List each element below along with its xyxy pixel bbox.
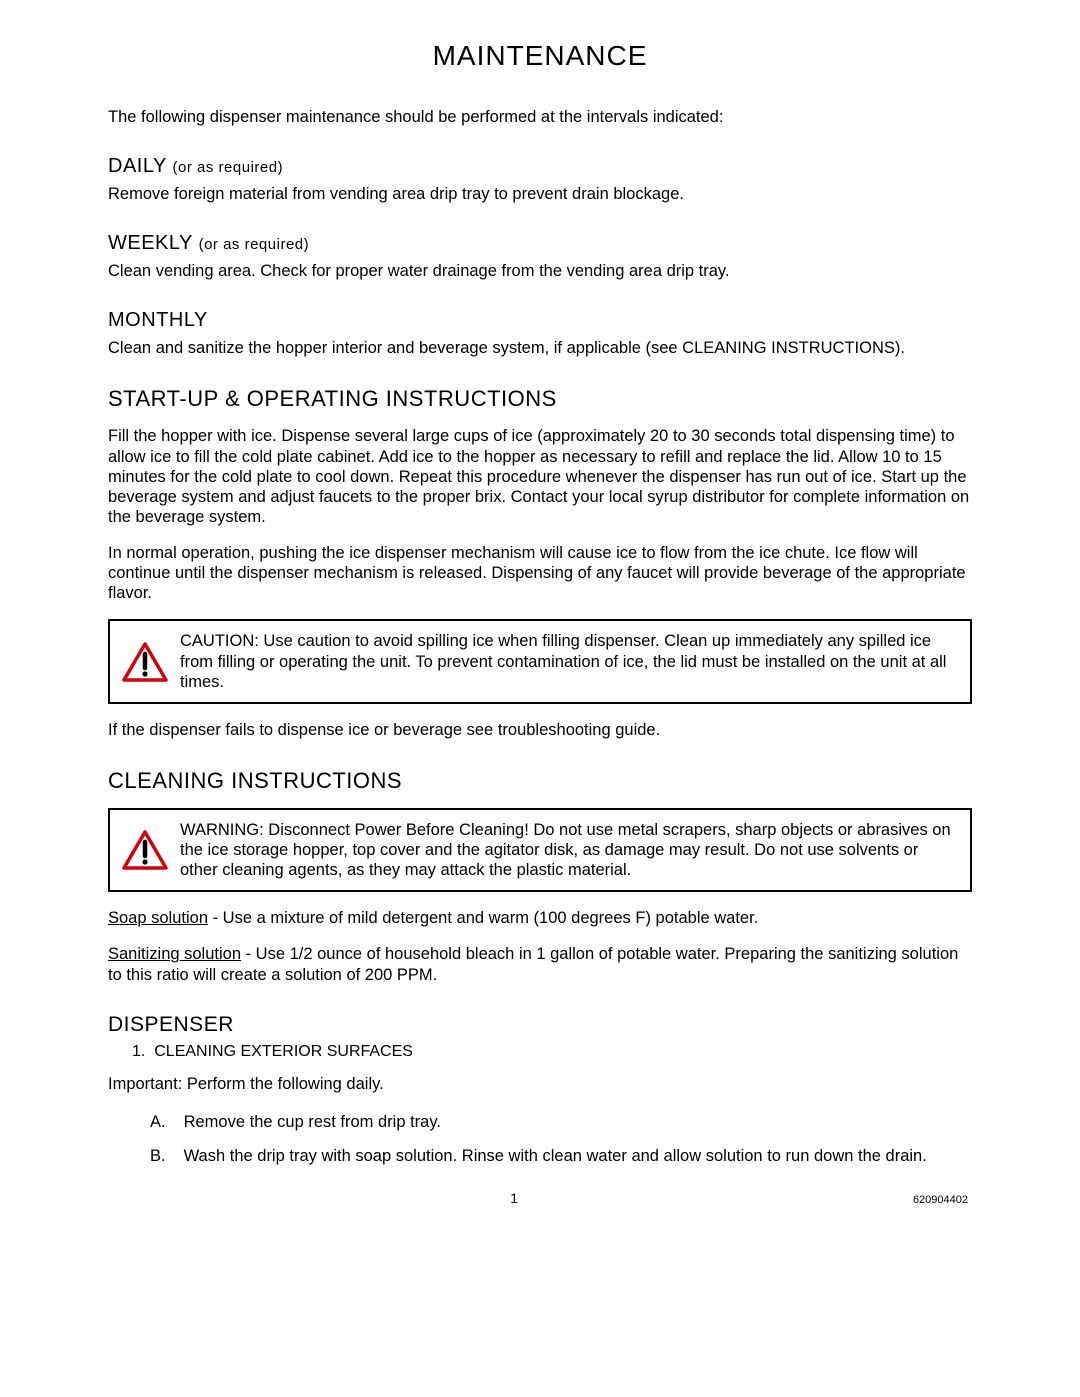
item1-number: 1. (132, 1043, 145, 1060)
weekly-heading: WEEKLY (or as required) (108, 232, 972, 255)
daily-heading: DAILY (or as required) (108, 155, 972, 178)
dispenser-item-1: 1. CLEANING EXTERIOR SURFACES (132, 1043, 972, 1061)
caution-box: CAUTION: Use caution to avoid spilling i… (108, 619, 972, 703)
sani-label: Sanitizing solution (108, 945, 241, 963)
daily-heading-text: DAILY (108, 155, 166, 177)
cleaning-heading: CLEANING INSTRUCTIONS (108, 768, 972, 794)
startup-heading: START-UP & OPERATING INSTRUCTIONS (108, 386, 972, 412)
monthly-heading: MONTHLY (108, 309, 972, 332)
page: MAINTENANCE The following dispenser main… (0, 0, 1080, 1236)
warning-text: WARNING: Disconnect Power Before Cleanin… (180, 820, 956, 880)
startup-p1: Fill the hopper with ice. Dispense sever… (108, 426, 972, 527)
sublist-letter: B. (150, 1146, 166, 1166)
soap-label: Soap solution (108, 909, 208, 927)
sublist-letter: A. (150, 1112, 166, 1132)
startup-p2: In normal operation, pushing the ice dis… (108, 543, 972, 603)
dispenser-important: Important: Perform the following daily. (108, 1075, 972, 1094)
page-footer: 1 620904402 (108, 1190, 972, 1206)
sublist-item: A. Remove the cup rest from drip tray. (150, 1112, 972, 1132)
sanitizing-solution-line: Sanitizing solution - Use 1/2 ounce of h… (108, 944, 972, 984)
weekly-heading-text: WEEKLY (108, 232, 193, 254)
page-number: 1 (115, 1190, 913, 1206)
sublist-text: Remove the cup rest from drip tray. (184, 1112, 441, 1132)
soap-text: - Use a mixture of mild detergent and wa… (208, 909, 758, 927)
sublist-text: Wash the drip tray with soap solution. R… (184, 1146, 927, 1166)
soap-solution-line: Soap solution - Use a mixture of mild de… (108, 908, 972, 928)
warning-triangle-icon (122, 830, 168, 870)
weekly-qualifier: (or as required) (199, 236, 310, 253)
warning-triangle-icon (122, 642, 168, 682)
caution-text: CAUTION: Use caution to avoid spilling i… (180, 631, 956, 691)
monthly-body: Clean and sanitize the hopper interior a… (108, 338, 972, 358)
daily-qualifier: (or as required) (173, 159, 284, 176)
item1-label: CLEANING EXTERIOR SURFACES (154, 1043, 413, 1060)
weekly-body: Clean vending area. Check for proper wat… (108, 261, 972, 281)
dispenser-sublist: A. Remove the cup rest from drip tray. B… (150, 1112, 972, 1166)
startup-p3: If the dispenser fails to dispense ice o… (108, 720, 972, 740)
daily-body: Remove foreign material from vending are… (108, 184, 972, 204)
intro-text: The following dispenser maintenance shou… (108, 108, 972, 127)
doc-number: 620904402 (913, 1194, 968, 1206)
sublist-item: B. Wash the drip tray with soap solution… (150, 1146, 972, 1166)
page-title: MAINTENANCE (108, 40, 972, 72)
dispenser-heading: DISPENSER (108, 1013, 972, 1037)
warning-box: WARNING: Disconnect Power Before Cleanin… (108, 808, 972, 892)
